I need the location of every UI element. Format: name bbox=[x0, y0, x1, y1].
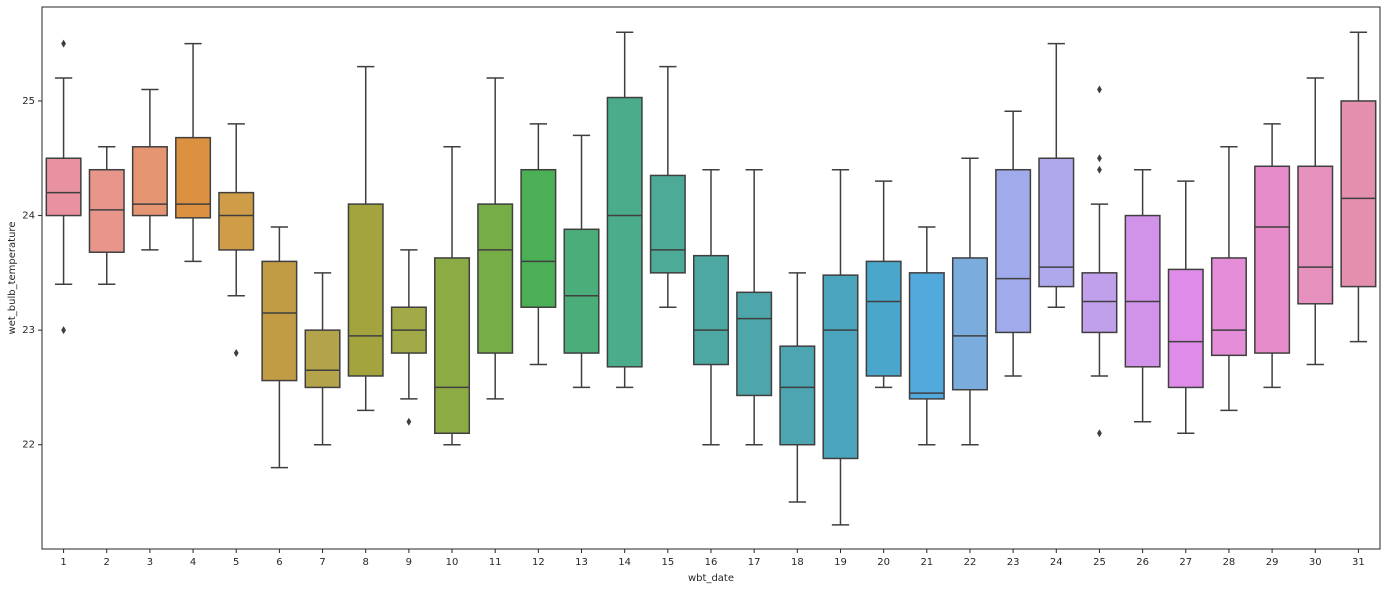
box bbox=[822, 274, 859, 460]
x-tick-label: 25 bbox=[1093, 557, 1106, 568]
outlier bbox=[406, 417, 412, 426]
x-tick-label: 16 bbox=[705, 557, 718, 568]
x-tick-label: 19 bbox=[834, 557, 847, 568]
box bbox=[1038, 157, 1075, 288]
box bbox=[1210, 257, 1247, 357]
x-tick-label: 20 bbox=[877, 557, 890, 568]
box bbox=[520, 168, 557, 308]
x-tick-label: 26 bbox=[1136, 557, 1149, 568]
box bbox=[218, 191, 255, 251]
x-tick-label: 18 bbox=[791, 557, 804, 568]
x-tick-label: 31 bbox=[1352, 557, 1365, 568]
x-tick-label: 3 bbox=[147, 557, 153, 568]
y-tick-label: 24 bbox=[22, 211, 35, 222]
x-tick-label: 6 bbox=[276, 557, 282, 568]
box bbox=[865, 260, 902, 377]
box bbox=[131, 146, 168, 217]
box bbox=[1254, 165, 1291, 354]
x-tick-label: 14 bbox=[618, 557, 631, 568]
box bbox=[995, 168, 1032, 334]
y-tick-label: 23 bbox=[22, 325, 35, 336]
y-tick-label: 25 bbox=[22, 96, 35, 107]
x-tick-label: 21 bbox=[920, 557, 933, 568]
x-tick-label: 5 bbox=[233, 557, 239, 568]
box bbox=[736, 291, 773, 397]
outlier bbox=[1097, 154, 1102, 163]
x-tick-label: 10 bbox=[446, 557, 459, 568]
x-tick-label: 17 bbox=[748, 557, 761, 568]
x-tick-label: 1 bbox=[60, 557, 66, 568]
x-tick-label: 29 bbox=[1266, 557, 1279, 568]
outlier bbox=[61, 39, 66, 48]
y-axis-label: wet_bulb_temperature bbox=[7, 222, 18, 335]
box bbox=[304, 329, 341, 389]
box bbox=[175, 136, 212, 219]
box bbox=[779, 345, 816, 446]
box bbox=[1124, 214, 1161, 368]
x-tick-label: 9 bbox=[406, 557, 412, 568]
box bbox=[1297, 165, 1334, 305]
x-tick-label: 12 bbox=[532, 557, 545, 568]
box bbox=[692, 254, 730, 366]
x-tick-label: 2 bbox=[104, 557, 110, 568]
box bbox=[606, 96, 643, 368]
outlier bbox=[61, 326, 66, 335]
x-tick-label: 4 bbox=[190, 557, 196, 568]
box bbox=[434, 257, 471, 435]
box bbox=[261, 260, 298, 382]
outlier bbox=[1097, 429, 1102, 438]
x-tick-label: 23 bbox=[1007, 557, 1020, 568]
x-tick-label: 27 bbox=[1179, 557, 1192, 568]
x-tick-label: 11 bbox=[489, 557, 502, 568]
x-tick-label: 13 bbox=[575, 557, 588, 568]
x-tick-label: 22 bbox=[964, 557, 977, 568]
box bbox=[908, 272, 945, 400]
box bbox=[1340, 100, 1377, 288]
box bbox=[347, 203, 384, 377]
x-tick-label: 24 bbox=[1050, 557, 1063, 568]
x-tick-label: 8 bbox=[363, 557, 369, 568]
y-tick-label: 22 bbox=[22, 440, 35, 451]
box bbox=[477, 203, 514, 354]
box bbox=[649, 174, 686, 274]
box bbox=[1081, 272, 1118, 334]
box bbox=[563, 228, 600, 354]
x-tick-label: 28 bbox=[1223, 557, 1236, 568]
x-tick-label: 30 bbox=[1309, 557, 1322, 568]
outlier bbox=[1097, 165, 1102, 174]
outlier bbox=[233, 349, 239, 358]
x-tick-label: 15 bbox=[661, 557, 674, 568]
box bbox=[1167, 268, 1204, 389]
x-axis-label: wbt_date bbox=[688, 573, 734, 584]
box bbox=[88, 168, 125, 253]
x-tick-label: 7 bbox=[319, 557, 325, 568]
box bbox=[45, 157, 82, 217]
outlier bbox=[1097, 85, 1102, 94]
box bbox=[951, 257, 988, 391]
